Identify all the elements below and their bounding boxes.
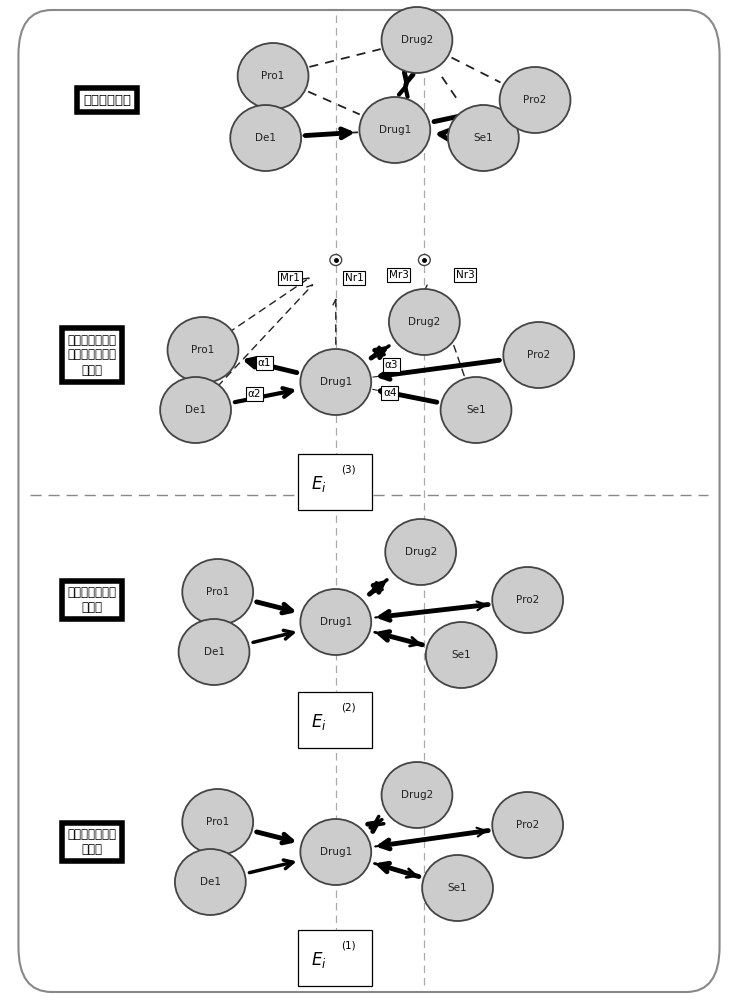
Ellipse shape	[385, 519, 456, 585]
Text: α4: α4	[383, 388, 396, 398]
Ellipse shape	[359, 97, 430, 163]
Ellipse shape	[422, 855, 493, 921]
Text: $E_i$: $E_i$	[311, 474, 327, 494]
FancyBboxPatch shape	[298, 454, 372, 510]
Text: (2): (2)	[341, 703, 356, 713]
Text: Drug2: Drug2	[401, 790, 433, 800]
FancyBboxPatch shape	[18, 10, 720, 992]
Text: Se1: Se1	[448, 883, 467, 893]
Text: Drug2: Drug2	[401, 35, 433, 45]
Text: Drug1: Drug1	[320, 847, 352, 857]
Text: Pro2: Pro2	[527, 350, 551, 360]
Text: De1: De1	[204, 647, 224, 657]
Text: Nr1: Nr1	[345, 273, 364, 283]
Text: Pro1: Pro1	[206, 817, 230, 827]
Ellipse shape	[382, 7, 452, 73]
Text: Drug2: Drug2	[408, 317, 441, 327]
Text: (3): (3)	[341, 465, 356, 475]
Text: De1: De1	[255, 133, 276, 143]
Text: 图卷积神经网络
第二层: 图卷积神经网络 第二层	[68, 586, 117, 614]
Text: $E_i$: $E_i$	[311, 950, 327, 970]
Ellipse shape	[182, 789, 253, 855]
Ellipse shape	[492, 792, 563, 858]
Ellipse shape	[426, 622, 497, 688]
Ellipse shape	[179, 619, 249, 685]
Ellipse shape	[418, 254, 430, 265]
FancyBboxPatch shape	[298, 930, 372, 986]
Text: α2: α2	[248, 389, 261, 399]
Text: Nr3: Nr3	[455, 270, 475, 280]
FancyBboxPatch shape	[298, 692, 372, 748]
Text: (1): (1)	[341, 941, 356, 951]
Ellipse shape	[168, 317, 238, 383]
Ellipse shape	[503, 322, 574, 388]
Text: Pro2: Pro2	[523, 95, 547, 105]
Text: De1: De1	[200, 877, 221, 887]
Ellipse shape	[382, 762, 452, 828]
Text: Pro1: Pro1	[206, 587, 230, 597]
Text: Pro1: Pro1	[191, 345, 215, 355]
Text: α1: α1	[258, 358, 271, 368]
Text: Mr3: Mr3	[389, 270, 408, 280]
Text: Se1: Se1	[452, 650, 471, 660]
Ellipse shape	[500, 67, 570, 133]
Text: Pro2: Pro2	[516, 820, 539, 830]
Ellipse shape	[182, 559, 253, 625]
Ellipse shape	[492, 567, 563, 633]
Text: 图卷积神经网络
第一层: 图卷积神经网络 第一层	[68, 828, 117, 856]
Text: Se1: Se1	[474, 133, 493, 143]
Text: De1: De1	[185, 405, 206, 415]
Ellipse shape	[389, 289, 460, 355]
Text: Pro2: Pro2	[516, 595, 539, 605]
Text: Pro1: Pro1	[261, 71, 285, 81]
Text: 注意力机制结合
图卷积神经网络
第三层: 注意力机制结合 图卷积神经网络 第三层	[68, 334, 117, 376]
Ellipse shape	[175, 849, 246, 915]
Text: Drug1: Drug1	[320, 617, 352, 627]
Ellipse shape	[300, 349, 371, 415]
Ellipse shape	[448, 105, 519, 171]
Ellipse shape	[238, 43, 308, 109]
Ellipse shape	[330, 254, 342, 265]
Ellipse shape	[230, 105, 301, 171]
Text: Drug2: Drug2	[404, 547, 437, 557]
Text: 网络拓扑重建: 网络拓扑重建	[83, 94, 131, 106]
Text: Se1: Se1	[466, 405, 486, 415]
Text: Drug1: Drug1	[320, 377, 352, 387]
Text: α3: α3	[384, 360, 398, 370]
Ellipse shape	[441, 377, 511, 443]
Text: Drug1: Drug1	[379, 125, 411, 135]
Ellipse shape	[160, 377, 231, 443]
Text: $E_i$: $E_i$	[311, 712, 327, 732]
Ellipse shape	[300, 819, 371, 885]
Ellipse shape	[300, 589, 371, 655]
Text: Mr1: Mr1	[280, 273, 300, 283]
